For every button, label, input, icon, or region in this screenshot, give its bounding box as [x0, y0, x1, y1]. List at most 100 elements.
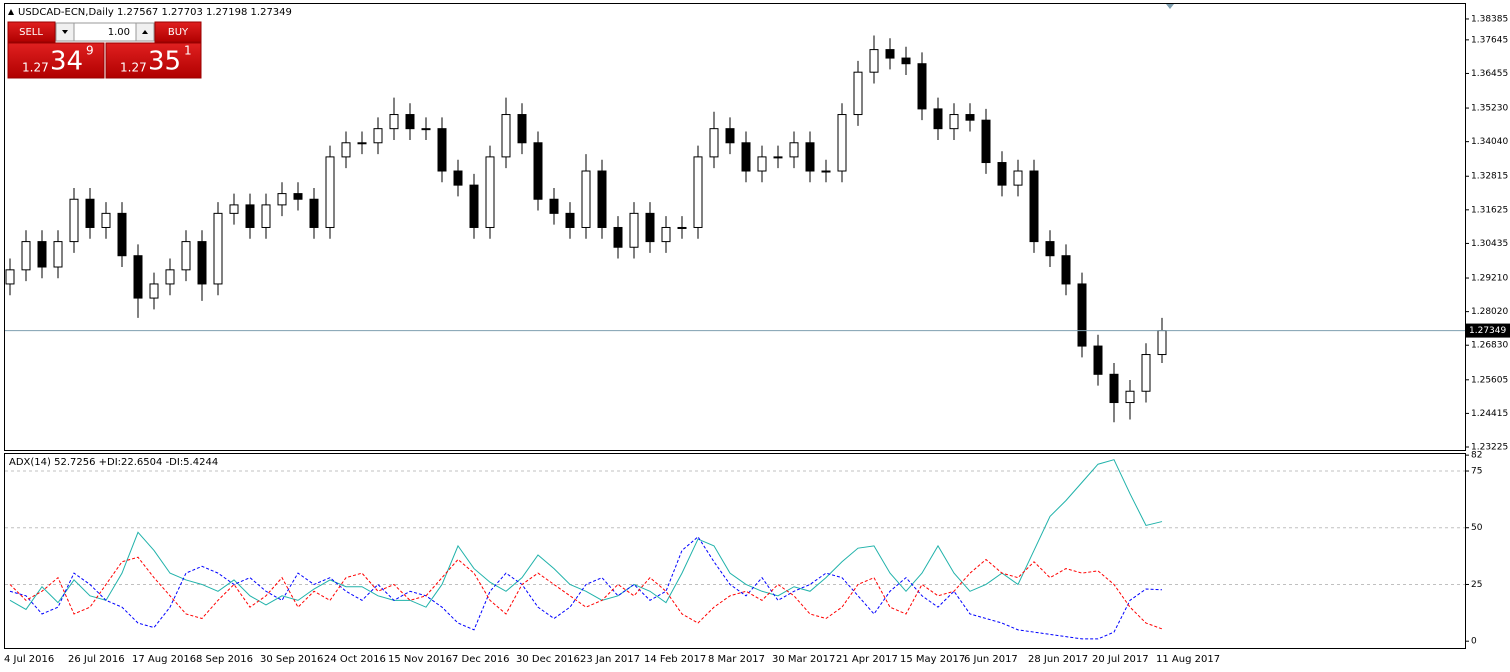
- ask-fraction: 1: [184, 44, 192, 58]
- candle-body: [325, 156, 335, 228]
- candle-body: [293, 193, 303, 200]
- candle-body: [661, 226, 671, 243]
- x-tick-label: 26 Jul 2016: [68, 654, 125, 665]
- candle-body: [133, 255, 143, 299]
- candle-body: [1141, 354, 1151, 392]
- candle-body: [501, 114, 511, 158]
- indicator-line: [9, 556, 1163, 630]
- candle-body: [117, 212, 127, 257]
- candle-body: [933, 108, 943, 130]
- candle-body: [1061, 255, 1071, 285]
- candle-body: [149, 283, 159, 299]
- x-tick-label: 15 Nov 2016: [388, 654, 452, 665]
- x-tick-label: 6 Jun 2017: [964, 654, 1018, 665]
- candle-body: [773, 156, 783, 159]
- candle-body: [309, 198, 319, 228]
- y-tick-label: 1.32815: [1471, 172, 1508, 182]
- candle-body: [949, 114, 959, 130]
- candle-body: [229, 204, 239, 214]
- x-tick-label: 28 Jun 2017: [1028, 654, 1088, 665]
- candle-body: [677, 226, 687, 229]
- candle-body: [517, 114, 527, 144]
- buy-label: BUY: [168, 27, 189, 38]
- candle-body: [709, 128, 719, 158]
- candle-body: [5, 269, 15, 285]
- candle-body: [21, 241, 31, 271]
- lot-value: 1.00: [108, 27, 130, 38]
- arrow-up: [142, 30, 148, 34]
- candle-body: [917, 63, 927, 110]
- y-tick-label: 1.23225: [1471, 443, 1508, 453]
- candle-body: [965, 114, 975, 121]
- y-tick-label: 1.37645: [1471, 35, 1508, 45]
- bid-fraction: 9: [86, 44, 94, 58]
- y-tick-label: 1.35230: [1471, 104, 1508, 114]
- candle-body: [165, 269, 175, 285]
- ask-box[interactable]: [105, 42, 202, 79]
- candle-body: [1125, 390, 1135, 404]
- y-tick-label: 1.34040: [1471, 137, 1508, 147]
- buy-button[interactable]: [154, 21, 202, 43]
- candle-body: [85, 198, 95, 228]
- candle-body: [437, 128, 447, 172]
- candle-body: [1045, 241, 1055, 257]
- x-tick-label: 21 Apr 2017: [836, 654, 898, 665]
- y-tick-label: 1.28020: [1471, 307, 1508, 317]
- ask-pips: 35: [148, 47, 181, 77]
- bid-big: 1.27: [22, 61, 49, 75]
- candle-body: [805, 142, 815, 172]
- candle-body: [421, 128, 431, 131]
- x-tick-label: 14 Feb 2017: [644, 654, 706, 665]
- candle-body: [53, 241, 63, 268]
- x-tick-label: 15 May 2017: [900, 654, 965, 665]
- candle-body: [629, 212, 639, 248]
- x-tick-label: 30 Sep 2016: [260, 654, 323, 665]
- sell-button[interactable]: [7, 21, 56, 43]
- candle-body: [213, 212, 223, 285]
- y-tick-label: 82: [1471, 451, 1482, 461]
- candle-body: [693, 156, 703, 228]
- bid-box[interactable]: [7, 42, 105, 79]
- y-tick-label: 1.29210: [1471, 274, 1508, 284]
- price-pane: [4, 3, 1466, 451]
- candle-body: [277, 193, 287, 206]
- candle-body: [405, 114, 415, 130]
- y-tick-label: 50: [1471, 523, 1483, 533]
- candle-body: [341, 142, 351, 158]
- candle-body: [197, 241, 207, 285]
- candle-body: [389, 114, 399, 130]
- x-tick-label: 8 Mar 2017: [708, 654, 765, 665]
- candle-body: [181, 241, 191, 271]
- candle-body: [1013, 170, 1023, 186]
- ask-big: 1.27: [120, 61, 147, 75]
- x-tick-label: 24 Oct 2016: [324, 654, 386, 665]
- candle-body: [837, 114, 847, 172]
- candle-body: [997, 162, 1007, 186]
- y-tick-label: 1.25605: [1471, 375, 1508, 385]
- candle-body: [101, 212, 111, 228]
- sell-label: SELL: [19, 27, 43, 38]
- candle-body: [757, 156, 767, 172]
- candle-body: [789, 142, 799, 158]
- candle-body: [453, 170, 463, 186]
- collapse-icon: [8, 9, 14, 15]
- x-tick-label: 30 Dec 2016: [516, 654, 580, 665]
- candle-body: [373, 128, 383, 144]
- candle-body: [613, 226, 623, 248]
- candle-body: [1093, 345, 1103, 375]
- x-tick-label: 20 Jul 2017: [1092, 654, 1149, 665]
- y-tick-label: 1.38385: [1471, 14, 1508, 24]
- arrow-down: [62, 30, 68, 34]
- chart-title: USDCAD-ECN,Daily 1.27567 1.27703 1.27198…: [18, 7, 292, 18]
- candle-body: [1157, 330, 1167, 356]
- candle-body: [261, 204, 271, 228]
- shift-marker: [1166, 4, 1174, 9]
- x-tick-label: 8 Sep 2016: [196, 654, 253, 665]
- candle-body: [869, 49, 879, 73]
- candle-body: [901, 57, 911, 65]
- y-tick-label: 75: [1471, 467, 1482, 477]
- x-tick-label: 23 Jan 2017: [580, 654, 640, 665]
- bid-pips: 34: [50, 47, 83, 77]
- y-tick-label: 25: [1471, 580, 1482, 590]
